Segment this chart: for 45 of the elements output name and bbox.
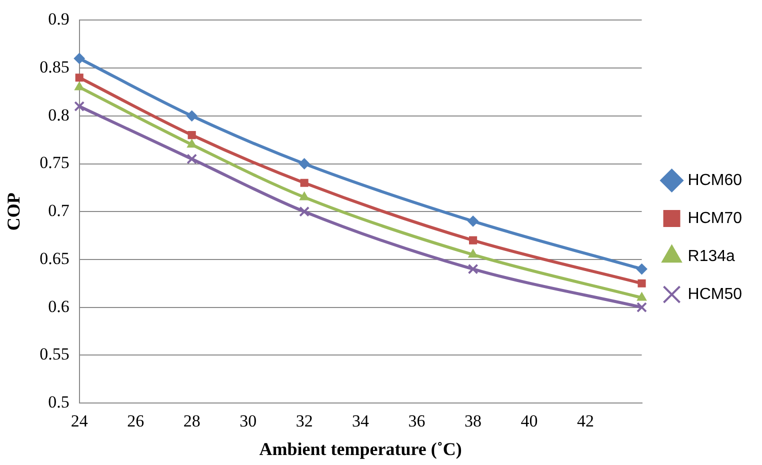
y-tick-label: 0.85 [40, 58, 70, 77]
x-tick-label: 40 [520, 412, 538, 431]
x-tick-label: 26 [127, 412, 144, 431]
x-tick-label: 34 [352, 412, 370, 431]
point [468, 249, 478, 258]
y-tick-label: 0.5 [48, 392, 70, 412]
point [468, 264, 478, 274]
point [299, 192, 310, 200]
x-tick-label: 38 [464, 412, 482, 431]
x-tick-label: 36 [408, 412, 426, 431]
y-tick-label: 0.75 [40, 153, 70, 172]
point [636, 292, 647, 301]
legend-label: HCM50 [688, 286, 742, 303]
y-tick-label: 0.55 [40, 344, 70, 364]
x-tick-label: 24 [70, 412, 88, 431]
point [74, 52, 85, 64]
point [188, 131, 196, 140]
point [469, 236, 478, 244]
point [636, 302, 648, 313]
point [636, 264, 648, 275]
y-tick-label: 0.6 [48, 296, 70, 316]
x-axis-title: Ambient temperature (˚C) [259, 438, 462, 459]
y-tick-label: 0.8 [48, 105, 70, 124]
point [74, 101, 85, 112]
point [187, 139, 197, 148]
point [638, 279, 646, 288]
point [186, 110, 198, 122]
y-tick-label: 0.7 [48, 201, 70, 220]
y-tick-label: 0.65 [40, 248, 70, 268]
point [298, 158, 310, 170]
point [74, 82, 84, 90]
y-axis-title: COP [3, 192, 24, 231]
x-tick-label: 32 [296, 412, 313, 431]
x-tick-label: 42 [577, 412, 594, 431]
x-tick-label: 28 [183, 412, 200, 431]
legend-label: HCM60 [688, 172, 742, 189]
legend-label: HCM70 [688, 210, 742, 227]
point [299, 206, 310, 217]
x-tick-label: 30 [240, 412, 257, 431]
legend-label: R134a [688, 248, 736, 265]
point [186, 154, 198, 164]
point [300, 178, 308, 187]
y-tick-label: 0.9 [48, 10, 70, 29]
point [468, 216, 479, 227]
point [75, 74, 84, 82]
